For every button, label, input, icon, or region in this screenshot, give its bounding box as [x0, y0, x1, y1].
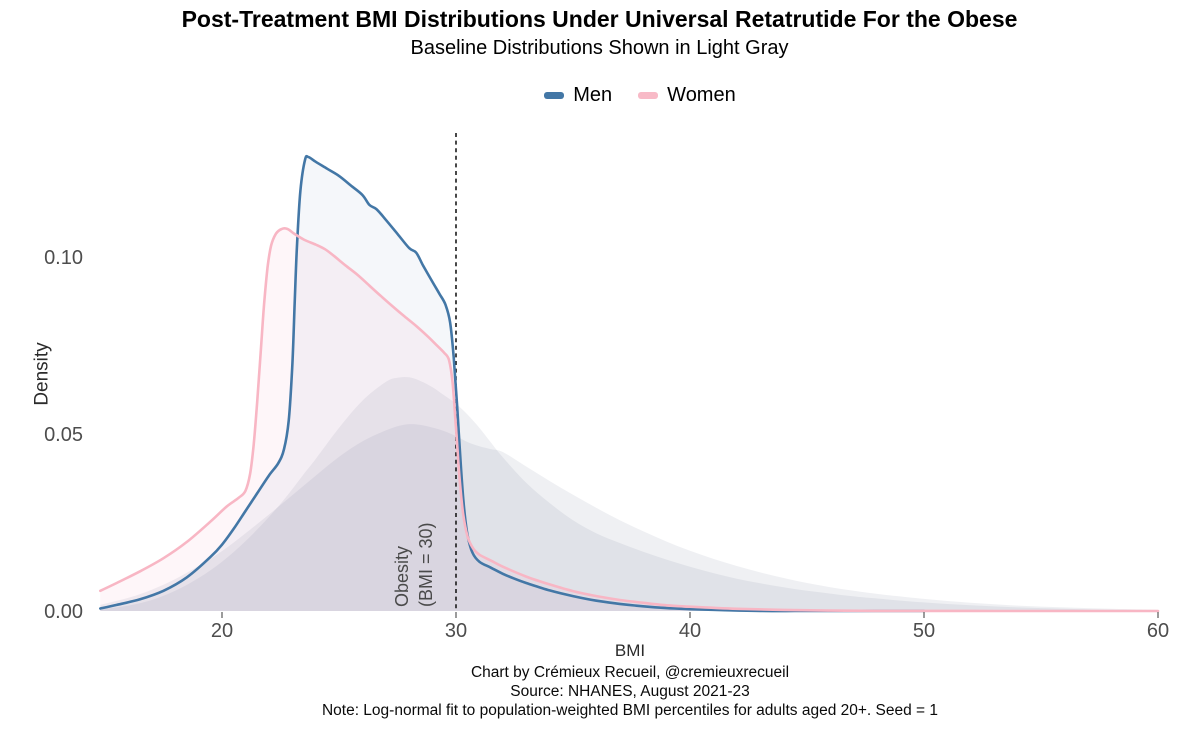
x-axis-title: BMI: [614, 641, 646, 660]
legend-item-women: Women: [638, 84, 736, 107]
chart-title: Post-Treatment BMI Distributions Under U…: [181, 6, 1018, 32]
obesity-threshold-label-line2: (BMI = 30): [416, 522, 436, 607]
caption-credit: Chart by Crémieux Recueil, @cremieuxrecu…: [470, 664, 790, 681]
density-area-men-baseline-: [100, 376, 1158, 611]
density-area-women: [100, 228, 1158, 611]
women-color-swatch: [638, 92, 659, 99]
x-tick-label-20: 20: [210, 620, 234, 642]
y-tick-label-0.00: 0.00: [44, 601, 83, 623]
caption-note: Note: Log-normal fit to population-weigh…: [321, 702, 939, 719]
legend-label-women: Women: [667, 84, 736, 106]
x-tick-label-30: 30: [444, 620, 468, 642]
legend: Men Women: [81, 84, 1199, 107]
men-color-swatch: [544, 92, 565, 99]
density-curve-men: [99, 154, 926, 613]
y-axis-title: Density: [31, 342, 53, 406]
legend-label-men: Men: [573, 84, 613, 106]
density-area-men: [100, 156, 925, 612]
chart-subtitle: Baseline Distributions Shown in Light Gr…: [410, 37, 789, 59]
legend-item-men: Men: [544, 84, 612, 107]
density-curve-women: [99, 227, 1160, 613]
y-tick-label-0.05: 0.05: [44, 424, 83, 446]
x-tick-label-40: 40: [678, 620, 702, 642]
x-tick-label-50: 50: [912, 620, 936, 642]
y-tick-label-0.10: 0.10: [44, 247, 83, 269]
caption-source: Source: NHANES, August 2021-23: [510, 683, 750, 700]
caption: Chart by Crémieux Recueil, @cremieuxrecu…: [61, 663, 1199, 720]
obesity-threshold-label-line1: Obesity: [392, 545, 412, 607]
x-tick-label-60: 60: [1146, 620, 1170, 642]
density-area-women-baseline-: [100, 424, 1158, 611]
